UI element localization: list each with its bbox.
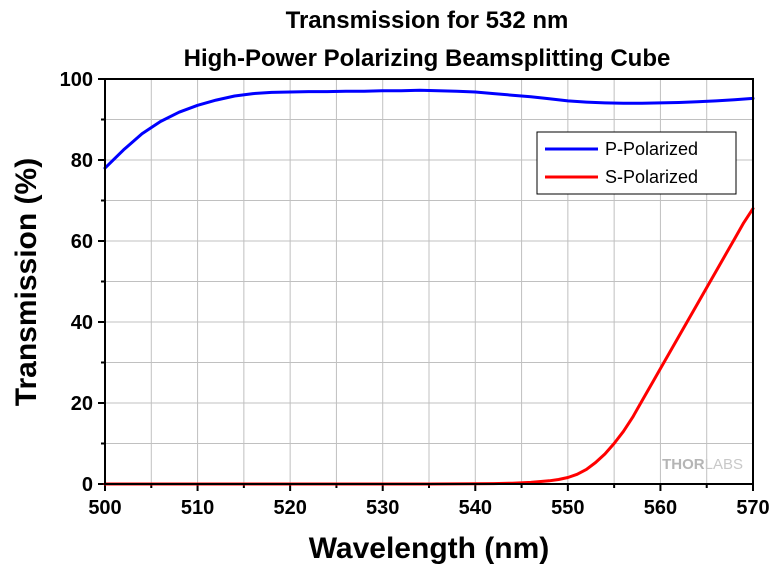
plot-frame xyxy=(104,78,754,485)
x-tick-label: 550 xyxy=(551,497,584,519)
x-tick-label: 500 xyxy=(88,497,121,519)
x-tick-label: 530 xyxy=(366,497,399,519)
watermark-thor: THOR xyxy=(662,456,705,473)
y-tick-labels: 0 20 40 60 80 100 xyxy=(60,69,93,496)
chart-title: Transmission for 532 nm xyxy=(286,7,569,34)
y-tick-label: 20 xyxy=(71,393,93,415)
legend: P-Polarized S-Polarized xyxy=(536,131,737,195)
watermark-labs: LABS xyxy=(705,456,743,473)
x-tick-labels: 500 510 520 530 540 550 560 570 xyxy=(88,497,769,519)
legend-box xyxy=(536,131,737,195)
x-axis-label: Wavelength (nm) xyxy=(309,532,550,565)
series-line-p-polarized xyxy=(103,88,755,170)
x-tick-label: 570 xyxy=(736,497,769,519)
legend-label-s-polarized: S-Polarized xyxy=(605,167,698,187)
y-tick-label: 60 xyxy=(71,231,93,253)
x-tick-label: 560 xyxy=(644,497,677,519)
y-tick-label: 80 xyxy=(71,150,93,172)
legend-label-p-polarized: P-Polarized xyxy=(605,139,698,159)
x-tick-label: 510 xyxy=(181,497,214,519)
y-tick-label: 40 xyxy=(71,312,93,334)
x-tick-label: 520 xyxy=(273,497,306,519)
y-axis-label: Transmission (%) xyxy=(10,158,43,406)
y-tick-label: 100 xyxy=(60,69,93,91)
y-tick-label: 0 xyxy=(82,474,93,496)
thorlabs-watermark: THORLABS xyxy=(662,456,743,473)
x-tick-label: 540 xyxy=(459,497,492,519)
svg-text:THORLABS: THORLABS xyxy=(662,456,743,473)
chart-subtitle: High-Power Polarizing Beamsplitting Cube xyxy=(184,45,671,72)
